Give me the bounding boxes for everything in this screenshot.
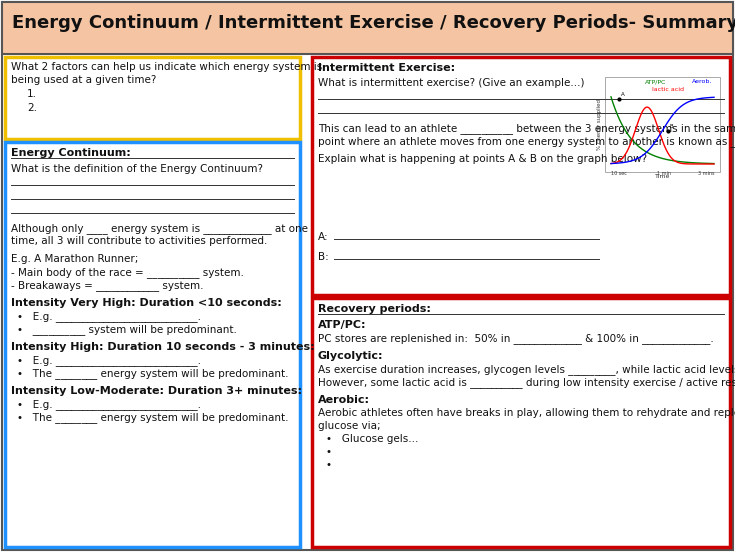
Text: ATP/PC: ATP/PC (645, 79, 666, 84)
Text: Intensity High: Duration 10 seconds - 3 minutes:: Intensity High: Duration 10 seconds - 3 … (11, 342, 315, 352)
FancyBboxPatch shape (5, 142, 300, 547)
Text: Aerobic:: Aerobic: (318, 395, 370, 405)
Text: Intensity Very High: Duration <10 seconds:: Intensity Very High: Duration <10 second… (11, 298, 282, 308)
Text: - Breakaways = ____________ system.: - Breakaways = ____________ system. (11, 280, 204, 291)
Text: •: • (326, 447, 332, 457)
FancyBboxPatch shape (5, 57, 300, 139)
FancyBboxPatch shape (312, 298, 730, 547)
Text: This can lead to an athlete __________ between the 3 energy systems in the same : This can lead to an athlete __________ b… (318, 123, 735, 134)
Text: Intermittent Exercise:: Intermittent Exercise: (318, 63, 455, 73)
Text: •   E.g. ___________________________.: • E.g. ___________________________. (17, 355, 201, 366)
Text: What is intermittent exercise? (Give an example...): What is intermittent exercise? (Give an … (318, 78, 584, 88)
Text: •   The ________ energy system will be predominant.: • The ________ energy system will be pre… (17, 368, 289, 379)
Text: - Main body of the race = __________ system.: - Main body of the race = __________ sys… (11, 267, 244, 278)
Text: •   E.g. ___________________________.: • E.g. ___________________________. (17, 399, 201, 410)
Text: What 2 factors can help us indicate which energy system is: What 2 factors can help us indicate whic… (11, 62, 322, 72)
Text: •   The ________ energy system will be predominant.: • The ________ energy system will be pre… (17, 412, 289, 423)
Text: 10 sec: 10 sec (611, 171, 627, 176)
Text: Energy Continuum:: Energy Continuum: (11, 148, 131, 158)
Text: Intensity Low-Moderate: Duration 3+ minutes:: Intensity Low-Moderate: Duration 3+ minu… (11, 386, 302, 396)
FancyBboxPatch shape (312, 57, 730, 295)
Text: Time: Time (655, 174, 670, 179)
Text: glucose via;: glucose via; (318, 421, 381, 431)
Text: B: B (670, 124, 673, 129)
Text: 3 mins: 3 mins (698, 171, 714, 176)
Text: E.g. A Marathon Runner;: E.g. A Marathon Runner; (11, 254, 138, 264)
Text: •   E.g. ___________________________.: • E.g. ___________________________. (17, 311, 201, 322)
Text: As exercise duration increases, glycogen levels _________, while lactic acid lev: As exercise duration increases, glycogen… (318, 364, 735, 375)
Text: A: A (621, 92, 625, 97)
FancyBboxPatch shape (2, 2, 733, 54)
Text: B:: B: (318, 252, 329, 262)
Text: % Energy supplied: % Energy supplied (598, 99, 603, 150)
Text: being used at a given time?: being used at a given time? (11, 75, 157, 85)
Text: •: • (326, 460, 332, 470)
Text: However, some lactic acid is __________ during low intensity exercise / active r: However, some lactic acid is __________ … (318, 377, 735, 388)
Text: point where an athlete moves from one energy system to another is known as _____: point where an athlete moves from one en… (318, 136, 735, 147)
Text: lactic acid: lactic acid (653, 87, 684, 92)
Text: 1.: 1. (27, 89, 37, 99)
Text: ATP/PC:: ATP/PC: (318, 320, 367, 330)
Text: What is the definition of the Energy Continuum?: What is the definition of the Energy Con… (11, 164, 263, 174)
Text: Although only ____ energy system is _____________ at one: Although only ____ energy system is ____… (11, 223, 308, 234)
Text: Glycolytic:: Glycolytic: (318, 351, 384, 361)
Text: Aerob.: Aerob. (692, 79, 712, 84)
Text: Explain what is happening at points A & B on the graph below?: Explain what is happening at points A & … (318, 154, 647, 164)
Text: •   __________ system will be predominant.: • __________ system will be predominant. (17, 324, 237, 335)
Text: 1 min: 1 min (657, 171, 671, 176)
Text: Energy Continuum / Intermittent Exercise / Recovery Periods- Summary She: Energy Continuum / Intermittent Exercise… (12, 14, 735, 32)
Text: Aerobic athletes often have breaks in play, allowing them to rehydrate and reple: Aerobic athletes often have breaks in pl… (318, 408, 735, 418)
FancyBboxPatch shape (605, 77, 720, 172)
Text: time, all 3 will contribute to activities performed.: time, all 3 will contribute to activitie… (11, 236, 268, 246)
Text: 2.: 2. (27, 103, 37, 113)
Text: PC stores are replenished in:  50% in _____________ & 100% in _____________.: PC stores are replenished in: 50% in ___… (318, 333, 714, 344)
Text: Recovery periods:: Recovery periods: (318, 304, 431, 314)
Text: •   Glucose gels...: • Glucose gels... (326, 434, 418, 444)
Text: A:: A: (318, 232, 329, 242)
